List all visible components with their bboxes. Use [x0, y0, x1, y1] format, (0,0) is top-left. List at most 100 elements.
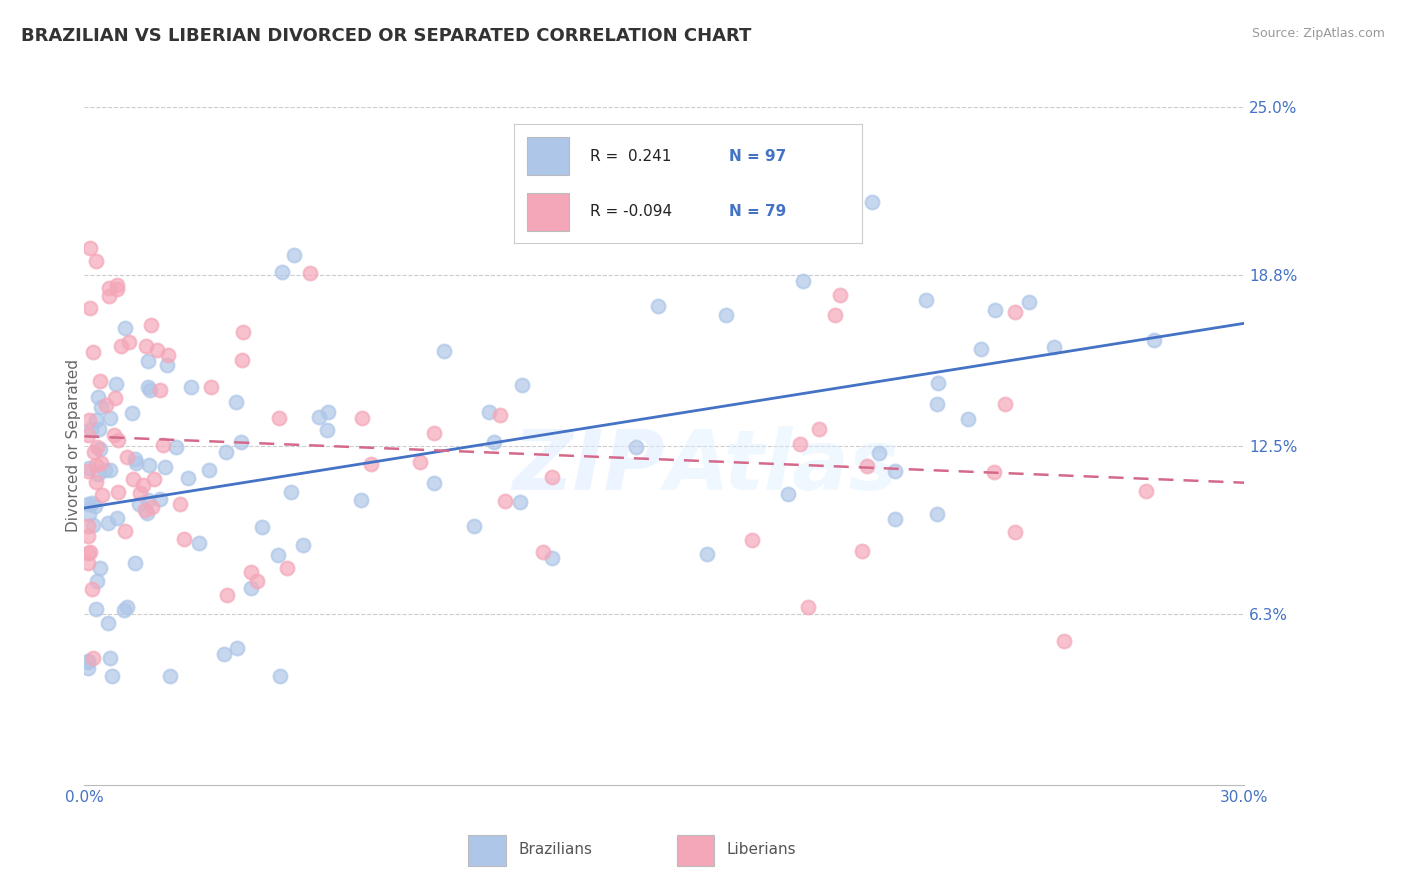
Point	[79, 241, 101, 255]
Point	[856, 458, 879, 473]
Point	[970, 342, 993, 356]
Point	[159, 669, 181, 683]
Point	[135, 507, 157, 521]
Point	[90, 488, 112, 502]
Point	[107, 433, 129, 447]
Point	[128, 486, 150, 500]
Point	[188, 536, 211, 550]
Point	[141, 318, 163, 333]
Point	[90, 400, 112, 414]
Point	[153, 459, 176, 474]
Point	[114, 321, 136, 335]
Point	[97, 516, 120, 531]
Point	[360, 457, 382, 471]
Point	[105, 511, 128, 525]
Point	[1143, 334, 1166, 348]
Point	[146, 343, 169, 358]
Point	[118, 334, 141, 349]
Point	[136, 380, 159, 394]
Point	[84, 254, 107, 268]
Point	[90, 457, 112, 471]
Point	[124, 452, 146, 467]
Point	[80, 582, 103, 596]
Point	[408, 455, 430, 469]
Point	[82, 345, 104, 359]
Point	[79, 301, 101, 315]
Point	[89, 561, 111, 575]
Text: ZIP: ZIP	[512, 425, 665, 507]
Point	[89, 442, 111, 457]
Point	[107, 485, 129, 500]
Point	[83, 500, 105, 514]
Point	[124, 556, 146, 570]
Point	[138, 458, 160, 472]
Point	[77, 660, 100, 674]
Point	[84, 602, 107, 616]
Point	[494, 493, 516, 508]
Point	[214, 647, 236, 661]
Point	[141, 500, 163, 514]
Point	[143, 472, 166, 486]
Point	[423, 476, 446, 491]
Point	[267, 410, 290, 425]
Point	[792, 274, 814, 288]
Point	[77, 655, 100, 669]
Point	[86, 574, 108, 589]
Point	[136, 492, 159, 507]
Point	[135, 339, 157, 353]
Point	[128, 497, 150, 511]
Point	[84, 475, 107, 489]
Point	[115, 599, 138, 614]
Point	[350, 493, 373, 508]
Point	[280, 485, 302, 500]
Point	[927, 376, 949, 391]
Point	[647, 299, 669, 313]
Text: Atlas: Atlas	[665, 425, 898, 507]
Point	[489, 408, 512, 422]
Point	[868, 446, 890, 460]
Point	[77, 519, 100, 533]
Point	[860, 194, 883, 209]
Point	[98, 651, 121, 665]
Point	[478, 405, 501, 419]
Point	[276, 561, 298, 575]
Point	[121, 406, 143, 420]
Point	[83, 445, 105, 459]
Point	[626, 440, 648, 454]
Point	[82, 517, 104, 532]
Point	[112, 603, 135, 617]
Point	[180, 380, 202, 394]
Point	[541, 551, 564, 566]
Point	[94, 398, 117, 412]
Point	[925, 507, 948, 521]
Point	[232, 325, 254, 339]
Text: BRAZILIAN VS LIBERIAN DIVORCED OR SEPARATED CORRELATION CHART: BRAZILIAN VS LIBERIAN DIVORCED OR SEPARA…	[21, 27, 751, 45]
Point	[250, 519, 273, 533]
Point	[240, 581, 263, 595]
Point	[308, 410, 330, 425]
Point	[98, 463, 121, 477]
Point	[676, 191, 699, 205]
Point	[79, 545, 101, 559]
Point	[77, 546, 100, 560]
Point	[884, 512, 907, 526]
Point	[121, 472, 143, 486]
Y-axis label: Divorced or Separated: Divorced or Separated	[66, 359, 80, 533]
Point	[267, 548, 290, 562]
Point	[741, 533, 763, 547]
Point	[97, 281, 120, 295]
Point	[696, 548, 718, 562]
Point	[714, 308, 737, 322]
Point	[165, 440, 187, 454]
Point	[169, 497, 191, 511]
Point	[136, 353, 159, 368]
Point	[84, 458, 107, 472]
Point	[77, 557, 100, 571]
Point	[225, 641, 247, 656]
Point	[510, 377, 533, 392]
Point	[87, 390, 110, 404]
Point	[156, 358, 179, 372]
Point	[97, 616, 120, 631]
Point	[883, 464, 905, 478]
Point	[197, 463, 219, 477]
